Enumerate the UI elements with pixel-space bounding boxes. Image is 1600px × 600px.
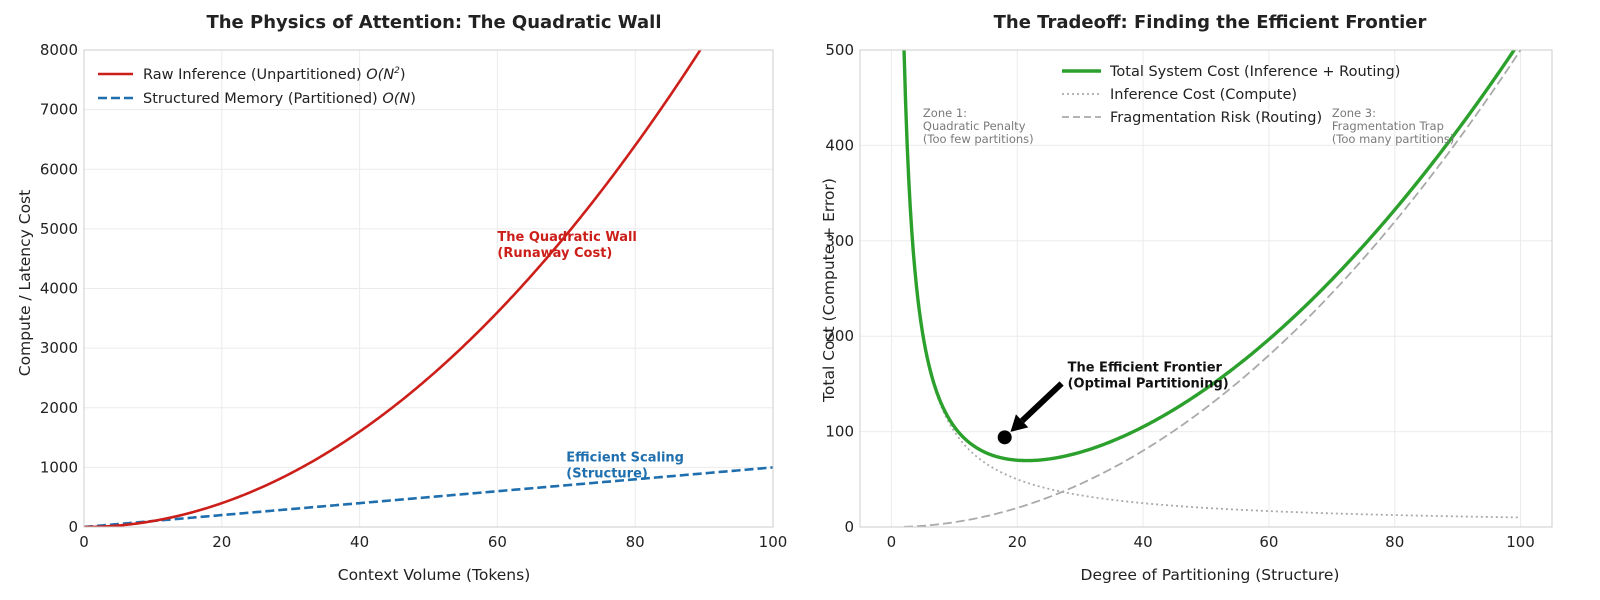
series-lines xyxy=(902,50,1522,527)
x-tick-label: 0 xyxy=(887,533,897,551)
plot-frame xyxy=(83,49,774,528)
ticks: 0 20 40 60 80 100 0 100 200 300 400 500 xyxy=(825,41,1535,551)
y-tick-label: 300 xyxy=(825,232,854,250)
series-line-2 xyxy=(904,50,1522,527)
series-line-1 xyxy=(903,50,1521,519)
y-axis-label: Compute / Latency Cost xyxy=(16,190,34,376)
y-tick-label: 4000 xyxy=(40,280,78,298)
x-tick-label: 100 xyxy=(1506,533,1535,551)
ticks: 0 20 40 60 80 1000100020003000400050006000700… xyxy=(40,41,788,551)
annotations: The Efficient Frontier (Optimal Partition… xyxy=(923,106,1454,445)
plot-frame xyxy=(859,49,1553,528)
legend-label-raw: Raw Inference (Unpartitioned) O(N2) xyxy=(143,66,406,83)
series-line-1 xyxy=(84,466,773,527)
y-tick-label: 400 xyxy=(825,136,854,154)
x-tick-label: 40 xyxy=(1134,533,1153,551)
y-tick-label: 200 xyxy=(825,327,854,345)
series-lines xyxy=(84,50,773,527)
annotation-1: Zone 1: Quadratic Penalty (Too few partiti… xyxy=(923,106,1034,146)
y-tick-label: 5000 xyxy=(40,220,78,238)
chart-title: The Physics of Attention: The Quadratic … xyxy=(206,12,661,33)
annotation-1: Efficient Scaling (Structure) xyxy=(566,450,684,481)
legend-label-inference: Inference Cost (Compute) xyxy=(1110,87,1297,103)
y-tick-label: 1000 xyxy=(40,458,78,476)
annotation-2: Zone 3: Fragmentation Trap (Too many parti… xyxy=(1332,106,1455,146)
y-tick-label: 7000 xyxy=(40,101,78,119)
optimum-arrow-head xyxy=(1010,414,1029,432)
x-tick-label: 60 xyxy=(1259,533,1278,551)
y-tick-label: 500 xyxy=(825,41,854,59)
chart-efficient-frontier: The Tradeoff: Finding the Efficient Fron… xyxy=(820,12,1553,584)
legend: Raw Inference (Unpartitioned) O(N2) Stru… xyxy=(98,66,416,107)
series-line-0 xyxy=(902,50,1517,463)
x-tick-label: 0 xyxy=(79,533,89,551)
y-tick-label: 100 xyxy=(825,423,854,441)
y-tick-label: 2000 xyxy=(40,399,78,417)
y-tick-label: 6000 xyxy=(40,160,78,178)
x-tick-label: 100 xyxy=(759,533,788,551)
x-tick-label: 20 xyxy=(1008,533,1027,551)
optimum-arrow-shaft xyxy=(1020,381,1064,424)
annotation-0: The Efficient Frontier (Optimal Partition… xyxy=(1068,360,1229,391)
annotation-0: The Quadratic Wall (Runaway Cost) xyxy=(497,230,637,261)
legend-label-structured: Structured Memory (Partitioned) O(N) xyxy=(143,91,416,107)
legend-label-total: Total System Cost (Inference + Routing) xyxy=(1109,64,1400,80)
y-tick-label: 8000 xyxy=(40,41,78,59)
y-axis-label: Total Cost (Compute + Error) xyxy=(820,178,838,403)
chart-title: The Tradeoff: Finding the Efficient Fron… xyxy=(994,12,1427,33)
annotations: The Quadratic Wall (Runaway Cost) Efficien… xyxy=(497,230,684,482)
x-tick-label: 20 xyxy=(212,533,231,551)
legend: Total System Cost (Inference + Routing) … xyxy=(1062,64,1400,126)
series-line-0 xyxy=(84,50,702,527)
y-tick-label: 3000 xyxy=(40,339,78,357)
chart-quadratic-wall: The Physics of Attention: The Quadratic … xyxy=(16,12,788,584)
x-axis-label: Context Volume (Tokens) xyxy=(338,566,531,584)
y-tick-label: 0 xyxy=(68,518,78,536)
y-tick-label: 0 xyxy=(844,518,854,536)
x-tick-label: 40 xyxy=(350,533,369,551)
x-tick-label: 80 xyxy=(626,533,645,551)
x-tick-label: 60 xyxy=(488,533,507,551)
x-tick-label: 80 xyxy=(1385,533,1404,551)
legend-label-fragmentation: Fragmentation Risk (Routing) xyxy=(1110,110,1322,126)
optimum-point xyxy=(997,430,1012,445)
x-axis-label: Degree of Partitioning (Structure) xyxy=(1081,566,1340,584)
